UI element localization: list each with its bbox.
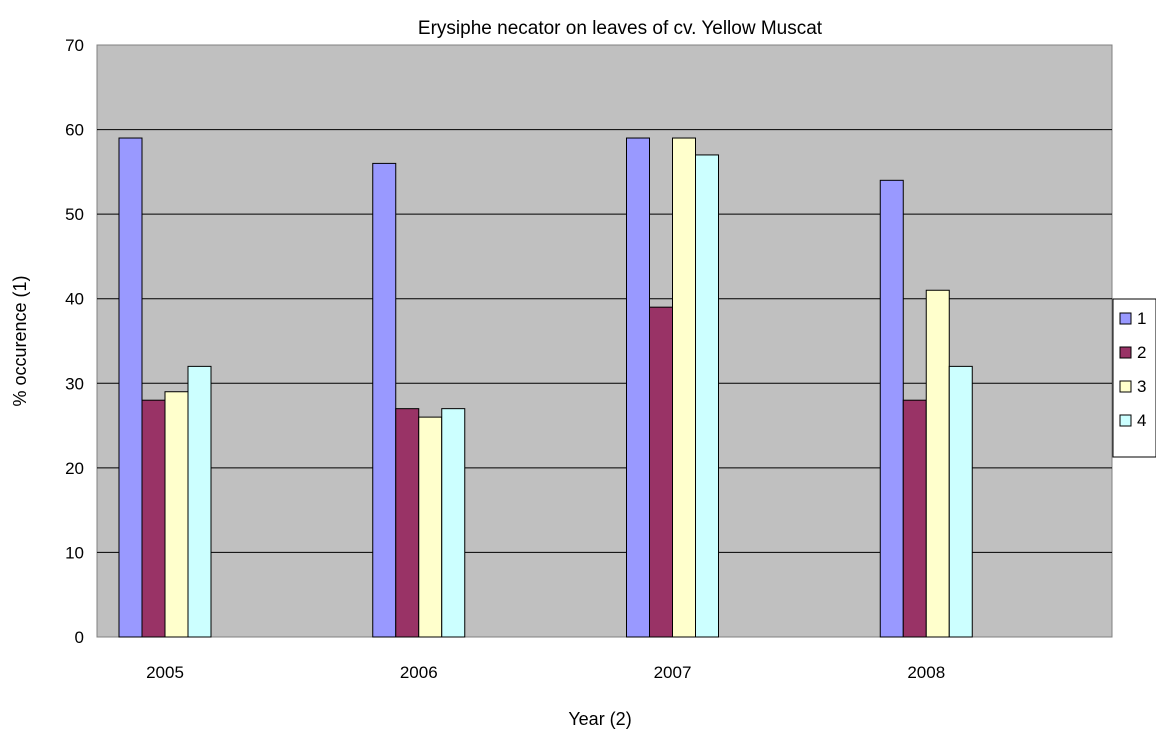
bars <box>118 137 973 638</box>
legend-swatch <box>1119 346 1132 359</box>
y-tick-label: 50 <box>65 205 84 224</box>
legend-box <box>1112 298 1156 458</box>
bar <box>395 408 420 638</box>
x-tick-label: 2007 <box>654 663 692 682</box>
bar <box>649 306 673 638</box>
legend-label: 4 <box>1137 411 1146 430</box>
legend-label: 2 <box>1137 343 1146 362</box>
bar <box>441 408 466 638</box>
x-tick-label: 2005 <box>146 663 184 682</box>
bar <box>948 365 973 638</box>
bar <box>187 365 212 638</box>
x-axis-ticks: 2005 2006 2007 2008 <box>146 663 945 682</box>
chart-title: Erysiphe necator on leaves of cv. Yellow… <box>418 18 823 39</box>
legend-swatch <box>1119 380 1132 393</box>
y-tick-label: 60 <box>65 121 84 140</box>
bar <box>672 137 696 638</box>
bar <box>902 399 927 638</box>
bar <box>879 179 904 638</box>
bar <box>118 137 143 638</box>
bar <box>372 162 397 638</box>
x-axis-label: Year (2) <box>568 709 631 729</box>
y-tick-label: 70 <box>65 36 84 55</box>
y-tick-label: 0 <box>75 628 84 647</box>
bar <box>695 154 719 638</box>
legend-label: 3 <box>1137 377 1146 396</box>
y-axis-label: % occurence (1) <box>10 275 30 406</box>
legend-swatch <box>1119 312 1132 325</box>
x-tick-label: 2008 <box>907 663 945 682</box>
y-axis-ticks: 0 10 20 30 40 50 60 70 <box>65 36 84 647</box>
bar <box>164 391 189 638</box>
y-tick-label: 30 <box>65 374 84 393</box>
legend-swatch <box>1119 414 1132 427</box>
bar <box>626 137 650 638</box>
y-tick-label: 10 <box>65 543 84 562</box>
legend-label: 1 <box>1137 309 1146 328</box>
bar <box>141 399 166 638</box>
x-tick-label: 2006 <box>400 663 438 682</box>
y-tick-label: 20 <box>65 459 84 478</box>
bar <box>925 289 950 638</box>
legend: 1 2 3 4 <box>1112 298 1156 458</box>
bar <box>418 416 443 638</box>
y-tick-label: 40 <box>65 290 84 309</box>
